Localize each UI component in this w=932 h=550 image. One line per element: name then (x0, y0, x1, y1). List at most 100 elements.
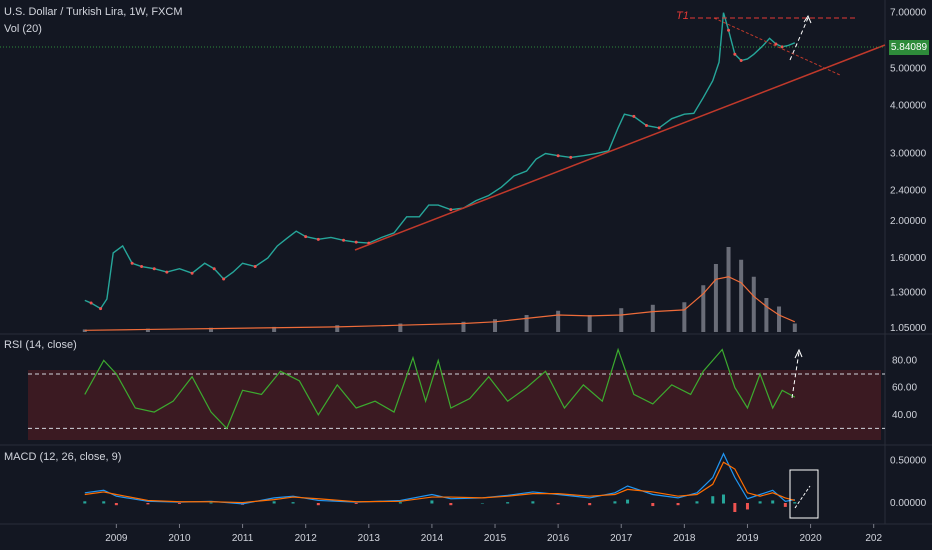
down-point (727, 28, 731, 32)
volume-bar (272, 326, 277, 332)
volume-bar (777, 306, 782, 332)
down-point (644, 124, 648, 128)
macd-histogram-bar (771, 500, 775, 504)
price-axis: 7.00000 5.00000 4.00000 3.00000 2.40000 2.000… (890, 8, 927, 334)
rsi-tick-label: 60.00 (892, 383, 917, 394)
volume-bar (619, 308, 624, 332)
macd-highlight-box[interactable] (789, 469, 819, 519)
time-tick-label: 2011 (232, 533, 254, 544)
down-point (739, 58, 743, 62)
macd-histogram-bar (480, 503, 484, 504)
price-tick-label: 4.00000 (890, 101, 927, 112)
target-label: T1 (676, 10, 689, 22)
down-point (657, 126, 661, 130)
macd-histogram-bar (83, 501, 87, 504)
down-point (733, 52, 737, 56)
macd-tick-label: 0.50000 (890, 456, 927, 467)
rsi-line (84, 347, 796, 430)
volume-bar (650, 304, 655, 332)
volume-ma-line (84, 276, 796, 331)
volume-bar (556, 310, 561, 332)
arrow-head-icon (803, 14, 812, 24)
time-tick-label: 2015 (484, 533, 507, 544)
arrow-head-icon (794, 348, 803, 359)
down-point (354, 240, 358, 244)
down-point (780, 45, 784, 49)
down-point (449, 208, 453, 212)
volume-label: Vol (20) (4, 23, 42, 35)
macd-label: MACD (12, 26, close, 9) (4, 451, 122, 463)
macd-histogram-bar (613, 501, 617, 504)
volume-bar (739, 259, 744, 332)
volume-bar (726, 247, 731, 332)
down-point (140, 265, 144, 269)
volume-bar (493, 319, 498, 332)
volume-bar (792, 323, 797, 332)
down-point (774, 42, 778, 46)
macd-histogram-bar (398, 502, 402, 504)
downtrend-line[interactable] (713, 17, 841, 76)
volume-bar (82, 329, 87, 332)
volume-bar (461, 321, 466, 332)
macd-projection-arrow (794, 485, 811, 509)
rsi-series (84, 347, 796, 430)
price-tick-label: 1.60000 (890, 253, 927, 264)
macd-series (83, 452, 797, 512)
price-tick-label: 1.30000 (890, 288, 927, 299)
macd-histogram-bar (177, 503, 181, 504)
macd-tick-label: 0.00000 (890, 498, 927, 509)
time-tick-label: 2017 (610, 533, 633, 544)
macd-histogram-bar (291, 502, 295, 504)
volume-bar (145, 328, 150, 332)
macd-histogram-bar (449, 503, 453, 506)
current-price-badge: 5.84089 (889, 40, 929, 55)
macd-histogram-bar (531, 501, 535, 504)
time-tick-label: 2016 (547, 533, 570, 544)
rsi-tick-label: 40.00 (892, 410, 917, 421)
volume-bars (82, 247, 797, 332)
macd-histogram-bar (676, 503, 680, 506)
macd-histogram-bar (758, 501, 762, 504)
volume-bar (713, 264, 718, 332)
volume-bar (524, 315, 529, 332)
time-tick-label: 2009 (105, 533, 128, 544)
down-point (165, 270, 169, 274)
volume-bar (335, 325, 340, 332)
down-point (152, 267, 156, 271)
rsi-band (28, 370, 881, 440)
macd-histogram-bar (556, 503, 560, 505)
price-tick-label: 5.00000 (890, 64, 927, 75)
time-tick-label: 2018 (673, 533, 696, 544)
price-tick-label: 3.00000 (890, 149, 927, 160)
macd-histogram-bar (114, 503, 118, 506)
volume-bar (587, 315, 592, 332)
time-tick-label: 2014 (421, 533, 444, 544)
time-tick-label: 2019 (736, 533, 759, 544)
macd-histogram-bar (651, 503, 655, 507)
down-point (89, 301, 93, 305)
macd-histogram-bar (506, 502, 510, 504)
macd-histogram-bar (733, 503, 737, 512)
down-point (130, 261, 134, 265)
price-tick-label: 2.00000 (890, 216, 927, 227)
uptrend-line[interactable] (354, 44, 886, 251)
macd-histogram-bar (793, 502, 797, 504)
macd-axis: 0.50000 0.00000 (890, 456, 927, 510)
down-point (190, 271, 194, 275)
macd-histogram-bar (745, 503, 749, 510)
macd-histogram-bar (316, 503, 320, 506)
rsi-tick-label: 80.00 (892, 355, 917, 366)
volume-bar (701, 285, 706, 332)
macd-histogram-bar (626, 499, 630, 504)
volume-bar (764, 298, 769, 332)
rsi-projection-arrow (791, 351, 800, 399)
down-point (632, 114, 636, 118)
down-point (212, 267, 216, 271)
down-point (99, 307, 103, 311)
time-tick-label: 202 (865, 533, 882, 544)
macd-histogram-bar (721, 494, 725, 504)
rsi-axis: 80.00 60.00 40.00 (28, 355, 917, 429)
volume-bar (751, 276, 756, 332)
